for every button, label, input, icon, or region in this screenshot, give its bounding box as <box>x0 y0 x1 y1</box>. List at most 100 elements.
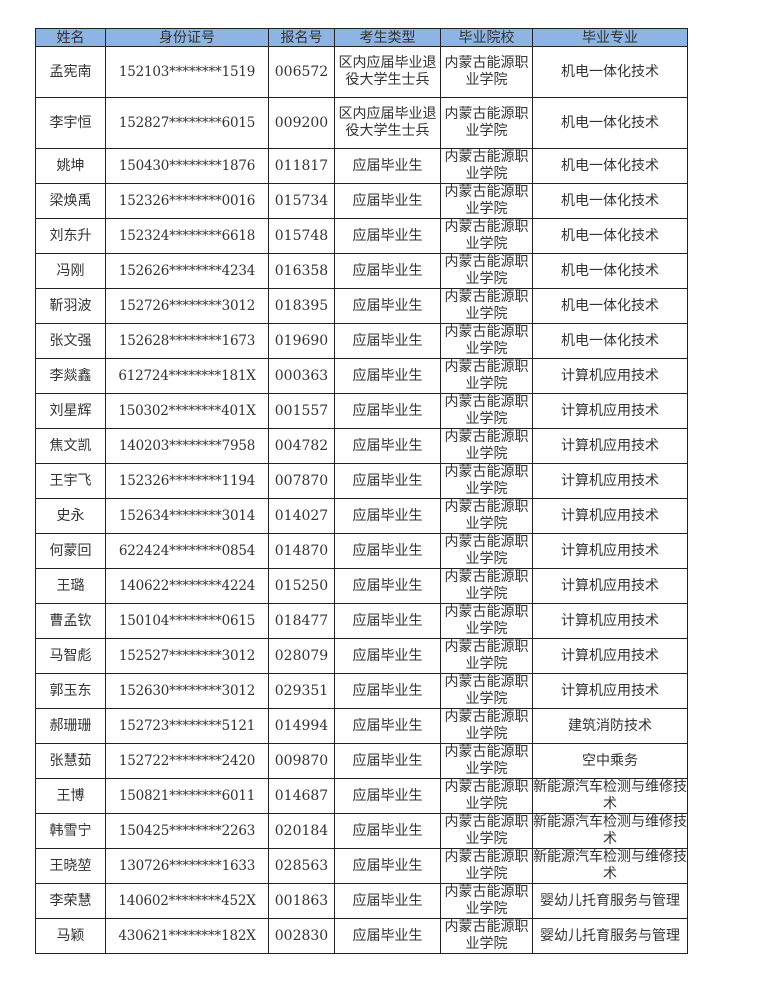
school-cell: 内蒙古能源职业学院 <box>440 46 533 98</box>
table-row: 韩雪宁 150425********2263 020184 应届毕业生 内蒙古能源职业学… <box>35 813 688 849</box>
id-number-cell: 152827********6015 <box>105 97 269 149</box>
registration-number-cell: 007870 <box>268 463 335 499</box>
major-cell: 计算机应用技术 <box>532 638 688 674</box>
registration-number-cell: 015250 <box>268 568 335 604</box>
name-cell-text: 马颖 <box>56 927 85 944</box>
header-school: 毕业院校 <box>440 28 533 47</box>
candidate-type-cell: 应届毕业生 <box>334 708 441 744</box>
school-cell: 内蒙古能源职业学院 <box>440 533 533 569</box>
school-cell: 内蒙古能源职业学院 <box>440 218 533 254</box>
name-cell: 何蒙回 <box>35 533 106 569</box>
registration-number-cell: 020184 <box>268 813 335 849</box>
name-cell: 李荣慧 <box>35 883 106 919</box>
registration-number-cell: 014870 <box>268 533 335 569</box>
registration-number-cell: 004782 <box>268 428 335 464</box>
name-cell: 韩雪宁 <box>35 813 106 849</box>
registration-number-cell-text: 015250 <box>274 577 329 594</box>
id-number-cell-text: 622424********0854 <box>118 542 256 559</box>
candidate-type-cell: 应届毕业生 <box>334 323 441 359</box>
candidate-type-cell: 应届毕业生 <box>334 918 441 954</box>
registration-number-cell-text: 011817 <box>274 157 329 174</box>
major-cell-text: 计算机应用技术 <box>561 542 659 559</box>
candidate-type-cell-text: 应届毕业生 <box>352 367 423 384</box>
major-cell: 机电一体化技术 <box>532 323 688 359</box>
school-cell: 内蒙古能源职业学院 <box>440 148 533 184</box>
registration-number-cell: 001863 <box>268 883 335 919</box>
school-cell: 内蒙古能源职业学院 <box>440 778 533 814</box>
school-cell-text: 内蒙古能源职业学院 <box>444 674 529 708</box>
major-cell: 计算机应用技术 <box>532 568 688 604</box>
candidate-type-cell: 区内应届毕业退役大学生士兵 <box>334 97 441 149</box>
id-number-cell: 152630********3012 <box>105 673 269 709</box>
id-number-cell: 152722********2420 <box>105 743 269 779</box>
major-cell-text: 新能源汽车检测与维修技术 <box>533 814 687 848</box>
school-cell: 内蒙古能源职业学院 <box>440 918 533 954</box>
candidate-type-cell: 应届毕业生 <box>334 778 441 814</box>
name-cell-text: 刘星辉 <box>49 402 92 419</box>
table-body: 孟宪南 152103********1519 006572 区内应届毕业退役大学生士兵… <box>35 46 688 954</box>
candidate-type-cell: 应届毕业生 <box>334 428 441 464</box>
candidate-type-cell-text: 应届毕业生 <box>352 857 423 874</box>
registration-number-cell-text: 018477 <box>274 612 329 629</box>
name-cell-text: 何蒙回 <box>49 542 92 559</box>
registration-number-cell: 006572 <box>268 46 335 98</box>
id-number-cell-text: 140602********452X <box>118 892 256 909</box>
registration-number-cell-text: 018395 <box>274 297 329 314</box>
school-cell: 内蒙古能源职业学院 <box>440 743 533 779</box>
candidate-type-cell-text: 应届毕业生 <box>352 472 423 489</box>
major-cell-text: 机电一体化技术 <box>561 114 659 131</box>
school-cell-text: 内蒙古能源职业学院 <box>444 884 529 918</box>
major-cell: 新能源汽车检测与维修技术 <box>532 778 688 814</box>
candidate-type-cell: 应届毕业生 <box>334 813 441 849</box>
candidate-type-cell: 应届毕业生 <box>334 463 441 499</box>
table-row: 李宇恒 152827********6015 009200 区内应届毕业退役大学生士兵… <box>35 97 688 149</box>
candidate-type-cell-text: 应届毕业生 <box>352 402 423 419</box>
candidate-type-cell-text: 应届毕业生 <box>352 647 423 664</box>
id-number-cell-text: 152324********6618 <box>118 227 256 244</box>
major-cell: 新能源汽车检测与维修技术 <box>532 813 688 849</box>
school-cell-text: 内蒙古能源职业学院 <box>444 394 529 428</box>
name-cell: 孟宪南 <box>35 46 106 98</box>
table-row: 李荣慧 140602********452X 001863 应届毕业生 内蒙古能源职业学… <box>35 883 688 919</box>
school-cell: 内蒙古能源职业学院 <box>440 848 533 884</box>
school-cell-text: 内蒙古能源职业学院 <box>444 814 529 848</box>
id-number-cell-text: 150821********6011 <box>118 787 256 804</box>
school-cell-text: 内蒙古能源职业学院 <box>444 534 529 568</box>
id-number-cell: 152723********5121 <box>105 708 269 744</box>
registration-number-cell-text: 015734 <box>274 192 329 209</box>
candidate-type-cell-text: 应届毕业生 <box>352 157 423 174</box>
registration-number-cell-text: 014994 <box>274 717 329 734</box>
table-row: 焦文凯 140203********7958 004782 应届毕业生 内蒙古能源职业学… <box>35 428 688 464</box>
major-cell-text: 计算机应用技术 <box>561 367 659 384</box>
name-cell-text: 马智彪 <box>49 647 92 664</box>
candidate-type-cell: 应届毕业生 <box>334 393 441 429</box>
major-cell-text: 计算机应用技术 <box>561 682 659 699</box>
major-cell: 机电一体化技术 <box>532 97 688 149</box>
school-cell-text: 内蒙古能源职业学院 <box>444 324 529 358</box>
registration-number-cell: 014687 <box>268 778 335 814</box>
table-row: 马颖 430621********182X 002830 应届毕业生 内蒙古能源职业学院… <box>35 918 688 954</box>
registration-number-cell: 009870 <box>268 743 335 779</box>
school-cell-text: 内蒙古能源职业学院 <box>444 744 529 778</box>
major-cell-text: 机电一体化技术 <box>561 157 659 174</box>
major-cell-text: 婴幼儿托育服务与管理 <box>540 927 680 944</box>
school-cell-text: 内蒙古能源职业学院 <box>444 149 529 183</box>
id-number-cell-text: 152723********5121 <box>118 717 256 734</box>
major-cell-text: 空中乘务 <box>582 752 638 769</box>
id-number-cell-text: 150425********2263 <box>118 822 256 839</box>
table-row: 马智彪 152527********3012 028079 应届毕业生 内蒙古能源职业学… <box>35 638 688 674</box>
table-row: 王博 150821********6011 014687 应届毕业生 内蒙古能源职业学院… <box>35 778 688 814</box>
id-number-cell-text: 152103********1519 <box>118 63 256 80</box>
name-cell-text: 郭玉东 <box>49 682 92 699</box>
school-cell-text: 内蒙古能源职业学院 <box>444 604 529 638</box>
name-cell-text: 王晓堃 <box>49 857 92 874</box>
id-number-cell-text: 150430********1876 <box>118 157 256 174</box>
table-row: 刘东升 152324********6618 015748 应届毕业生 内蒙古能源职业学… <box>35 218 688 254</box>
table-row: 郭玉东 152630********3012 029351 应届毕业生 内蒙古能源职业学… <box>35 673 688 709</box>
table-row: 梁焕禹 152326********0016 015734 应届毕业生 内蒙古能源职业学… <box>35 183 688 219</box>
id-number-cell-text: 152527********3012 <box>118 647 256 664</box>
candidate-type-cell-text: 区内应届毕业退役大学生士兵 <box>338 55 437 88</box>
name-cell-text: 冯刚 <box>56 262 85 279</box>
header-name: 姓名 <box>35 28 106 47</box>
school-cell-text: 内蒙古能源职业学院 <box>444 709 529 743</box>
